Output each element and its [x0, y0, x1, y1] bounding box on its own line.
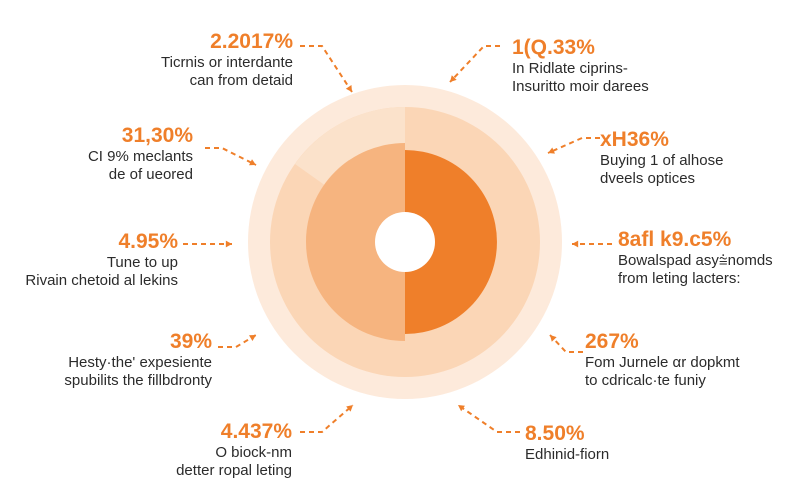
arrowhead-icon: [548, 147, 555, 154]
arrowhead-icon: [249, 159, 256, 166]
slice-description-line-2: Insuritto moir darees: [512, 78, 649, 95]
slice-description-line-2: spubilits the fillbdronty: [64, 372, 212, 389]
connector-line: [449, 45, 500, 83]
callout-4: 4.437% O biock-nm detter ropal leting: [130, 420, 292, 480]
connector-line: [218, 334, 257, 348]
slice-description-line-1: O biock-nm: [215, 444, 292, 461]
slice-label: 8.50%: [525, 422, 585, 445]
connector-line: [205, 147, 257, 166]
slice-label: 4.95%: [118, 230, 178, 253]
connector-line: [457, 404, 520, 433]
slice-description-line-1: Hesty·the' expesiente: [68, 354, 212, 371]
slice-description-line-1: CI 9% meclants: [87, 148, 193, 165]
slice-description-line-1: Ticrnis or interdante: [161, 54, 293, 71]
slice-description-line-2: from leting lacters:: [618, 270, 741, 287]
slice-label: 8afl k9.c5%: [618, 228, 732, 251]
arrowhead-icon: [450, 75, 457, 82]
slice-description-line-1: Tune to up: [106, 254, 178, 271]
callout-9: 8.50% Edhinid-fiorn: [525, 422, 705, 464]
arrowhead-icon: [345, 85, 352, 92]
slice-label: хН36%: [600, 128, 669, 151]
slice-label: 2.2017%: [210, 30, 293, 53]
slice-description-line-2: can from detaid: [189, 72, 293, 89]
arrowhead-icon: [572, 240, 579, 248]
arrowhead-icon: [458, 405, 465, 412]
slice-description-line-1: In Ridlate ciprins-: [512, 60, 628, 77]
arrowhead-icon: [346, 405, 353, 412]
callout-6: хН36% Buying 1 of alhose dveels optices: [600, 128, 790, 188]
slice-description-line-2: Rivain chetoid al lekins: [25, 272, 178, 289]
slice-label: 4.437%: [220, 420, 292, 443]
main-slice: [405, 150, 497, 334]
connector-line: [300, 45, 353, 93]
slice-description-line-2: detter ropal leting: [176, 462, 292, 479]
callout-7: 8afl k9.c5% Bowalspad asy⩭nomds from let…: [618, 228, 796, 288]
inner-left-slice: [306, 143, 405, 341]
slice-description-line-1: Buying 1 of alhose: [600, 152, 724, 169]
callout-8: 267% Fom Jurnele αr dopkmt to cdricalc·t…: [585, 330, 790, 390]
callout-5: 1(Q.33% In Ridlate ciprins- Insuritto mo…: [512, 36, 712, 96]
slice-label: 267%: [585, 330, 639, 353]
arrowhead-icon: [225, 240, 232, 248]
slice-description-line-1: Edhinid-fiorn: [525, 446, 610, 463]
callout-3: 39% Hesty·the' expesiente spubilits the …: [20, 330, 212, 390]
slice-description-line-2: de of ueored: [108, 166, 193, 183]
slice-description-line-2: to cdricalc·te funiy: [585, 372, 706, 389]
arrowhead-icon: [249, 335, 256, 342]
callout-0: 2.2017% Ticrnis or interdante can from d…: [115, 30, 293, 90]
arrowhead-icon: [550, 335, 557, 342]
slice-description-line-1: Bowalspad asy⩭nomds: [618, 252, 773, 269]
slice-description-line-2: dveels optices: [600, 170, 696, 187]
callout-1: 31,30% CI 9% meclants de of ueored: [18, 124, 193, 184]
callout-2: 4.95% Tune to up Rivain chetoid al lekin…: [10, 230, 178, 290]
connector-line: [547, 137, 600, 154]
slice-label: 1(Q.33%: [512, 36, 595, 59]
connector-line: [300, 404, 354, 433]
connector-lines: [183, 45, 612, 433]
slice-label: 39%: [169, 330, 212, 353]
center-hole: [375, 212, 435, 272]
slice-label: 31,30%: [121, 124, 193, 147]
slice-description-line-1: Fom Jurnele αr dopkmt: [585, 354, 740, 371]
